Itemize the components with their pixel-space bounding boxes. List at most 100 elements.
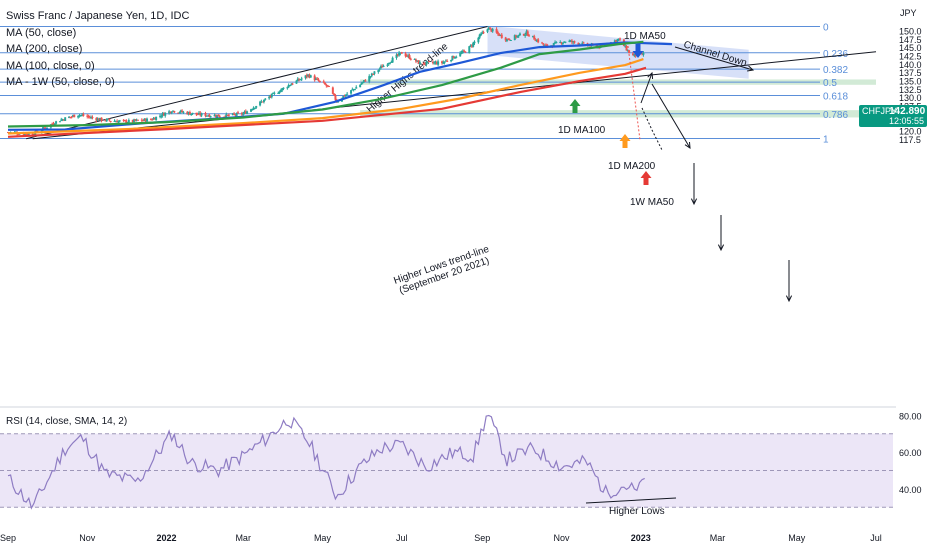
candle-body bbox=[616, 39, 619, 42]
y-tick-label: 150.0 bbox=[899, 26, 922, 36]
candle-body bbox=[199, 112, 202, 116]
candle-body bbox=[495, 29, 498, 33]
candle-body bbox=[259, 101, 262, 106]
candle-body bbox=[361, 81, 364, 83]
candle-body bbox=[460, 52, 463, 54]
candle-body bbox=[504, 37, 507, 41]
candle-body bbox=[369, 76, 372, 78]
trendline-label-higher-lows: Higher Lows trend-line(September 20 2021… bbox=[392, 244, 491, 297]
indicator-ma50[interactable]: MA (50, close) bbox=[6, 26, 77, 39]
ma50-signal-arrow bbox=[632, 44, 644, 58]
ma200-signal-arrow bbox=[619, 134, 631, 148]
candle-body bbox=[214, 115, 217, 117]
candle-body bbox=[407, 55, 410, 57]
candle-body bbox=[372, 73, 375, 75]
candle-body bbox=[125, 120, 128, 124]
candle-body bbox=[537, 39, 540, 43]
price-axis-bg bbox=[896, 0, 932, 550]
candle-body bbox=[299, 79, 302, 81]
candle-body bbox=[43, 127, 46, 129]
candle-body bbox=[425, 61, 428, 65]
candle-body bbox=[463, 50, 466, 52]
candle-body bbox=[177, 112, 180, 114]
candle-body bbox=[40, 130, 43, 132]
candle-body bbox=[198, 112, 201, 115]
candle-body bbox=[187, 112, 190, 115]
candle-body bbox=[546, 44, 549, 47]
x-tick-label: Mar bbox=[710, 533, 726, 543]
candle-body bbox=[77, 115, 80, 118]
candle-body bbox=[252, 107, 255, 110]
candle-body bbox=[346, 93, 349, 95]
candle-body bbox=[281, 88, 284, 91]
label-1d-ma100: 1D MA100 bbox=[558, 125, 606, 136]
candle-body bbox=[641, 53, 644, 55]
candle-body bbox=[17, 134, 20, 136]
candle-body bbox=[233, 113, 236, 115]
x-tick-label: Mar bbox=[235, 533, 251, 543]
candle-body bbox=[134, 119, 137, 121]
indicator-ma200[interactable]: MA (200, close) bbox=[6, 43, 83, 55]
candle-body bbox=[300, 78, 303, 80]
candle-body bbox=[444, 60, 447, 62]
candle-body bbox=[133, 119, 136, 122]
rsi-legend[interactable]: RSI (14, close, SMA, 14, 2) bbox=[6, 416, 128, 427]
candle-body bbox=[62, 119, 65, 121]
fib-label-0: 0 bbox=[823, 22, 829, 33]
candle-body bbox=[90, 117, 93, 119]
candle-body bbox=[304, 75, 307, 79]
candle-body bbox=[464, 51, 467, 53]
chart-title[interactable]: Swiss Franc / Japanese Yen, 1D, IDC bbox=[6, 10, 190, 22]
candle-body bbox=[515, 35, 518, 38]
candle-body bbox=[518, 33, 521, 36]
candle-body bbox=[418, 62, 421, 65]
candle-body bbox=[486, 29, 489, 32]
candle-body bbox=[78, 114, 81, 116]
candle-body bbox=[131, 119, 134, 123]
candle-body bbox=[196, 114, 199, 116]
candle-body bbox=[572, 41, 575, 43]
candle-body bbox=[364, 80, 367, 82]
rsi-tick-label: 80.00 bbox=[899, 411, 922, 421]
candle-body bbox=[71, 115, 74, 117]
candle-body bbox=[526, 31, 529, 36]
candle-body bbox=[242, 113, 245, 115]
candle-body bbox=[573, 41, 576, 43]
candle-body bbox=[161, 113, 164, 116]
candle-body bbox=[305, 74, 308, 77]
candle-body bbox=[533, 36, 536, 40]
candle-body bbox=[525, 31, 528, 35]
candle-body bbox=[269, 96, 272, 98]
ma200-line bbox=[7, 58, 644, 135]
candle-body bbox=[231, 113, 234, 116]
candle-body bbox=[88, 117, 91, 119]
candle-body bbox=[296, 78, 299, 82]
candle-body bbox=[123, 120, 126, 122]
candle-body bbox=[316, 78, 319, 80]
label-1d-ma50: 1D MA50 bbox=[624, 31, 666, 42]
indicator-ma1w50[interactable]: MA - 1W (50, close, 0) bbox=[6, 76, 115, 88]
y-tick-label: 132.5 bbox=[899, 85, 922, 95]
candle-body bbox=[499, 34, 502, 36]
candle-body bbox=[409, 58, 412, 60]
rsi-line bbox=[7, 414, 645, 510]
candle-body bbox=[44, 127, 47, 129]
candle-body bbox=[291, 83, 294, 85]
candle-body bbox=[205, 115, 208, 117]
ma100-signal-arrow bbox=[569, 99, 581, 113]
candle-body bbox=[209, 116, 212, 118]
indicator-ma100[interactable]: MA (100, close, 0) bbox=[6, 59, 95, 72]
candle-body bbox=[170, 112, 173, 114]
candle-body bbox=[455, 56, 458, 58]
candle-body bbox=[105, 118, 108, 122]
candle-body bbox=[399, 52, 402, 54]
fib-label-0-786: 0.786 bbox=[823, 110, 848, 121]
projection-arrow-down-2-head bbox=[690, 198, 698, 206]
candle-body bbox=[470, 45, 473, 47]
candle-body bbox=[570, 40, 573, 43]
channel-down-arrow bbox=[674, 46, 754, 71]
candle-body bbox=[416, 60, 419, 62]
candle-body bbox=[68, 116, 71, 118]
candle-body bbox=[107, 118, 110, 120]
